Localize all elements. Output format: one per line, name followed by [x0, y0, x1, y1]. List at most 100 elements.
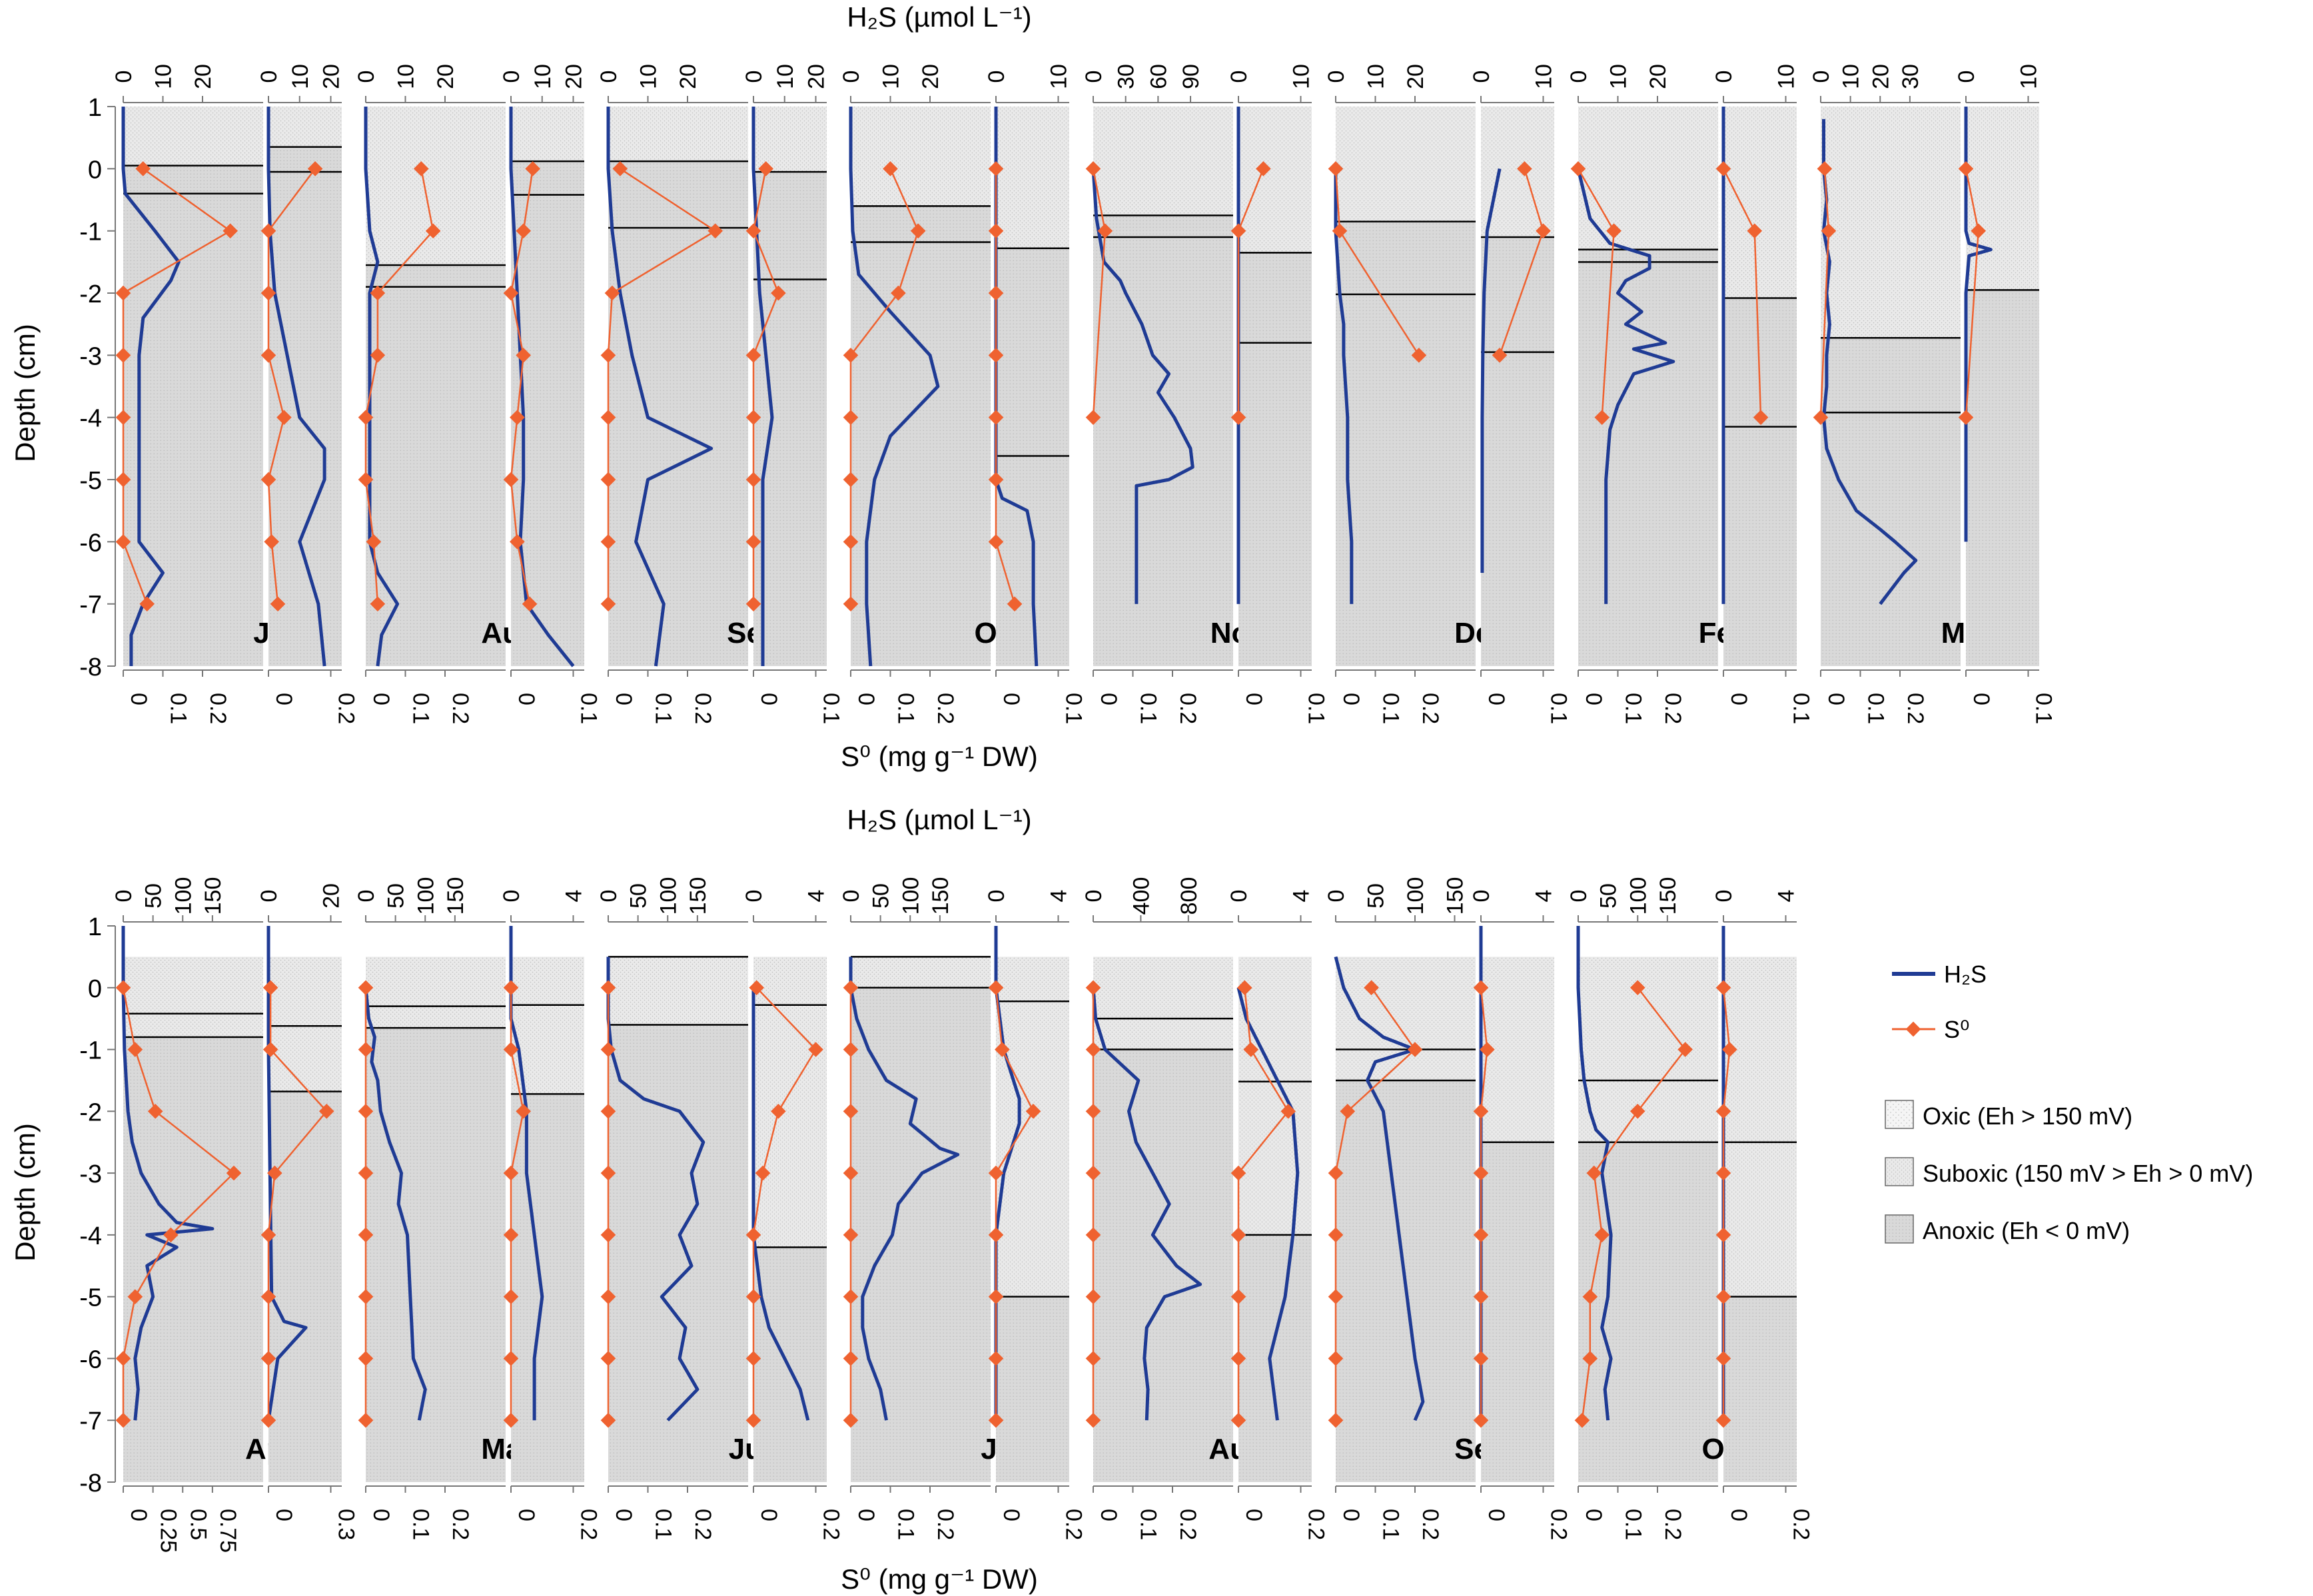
- h2s-tick-label: 10: [151, 64, 177, 89]
- h2s-tick-label: 0: [256, 890, 282, 903]
- zone-anoxic: [366, 265, 506, 287]
- s0-point: [260, 348, 276, 363]
- bottom-axis-title-row1: S⁰ (mg g⁻¹ DW): [841, 741, 1038, 772]
- depth-tick-label: -1: [79, 218, 102, 246]
- s0-point: [988, 161, 1004, 177]
- s0-series-line: [995, 987, 1035, 1421]
- h2s-tick-label: 0: [1226, 71, 1252, 83]
- zone-suboxic: [268, 957, 342, 1026]
- s0-point: [413, 161, 429, 177]
- s0-point: [1230, 410, 1246, 425]
- s0-point: [510, 534, 525, 550]
- h2s-series-line: [266, 926, 308, 1421]
- panel-companion-7: 0 4 0 0.2: [984, 890, 1087, 1541]
- h2s-series-line: [1480, 168, 1502, 573]
- s0-tick-label: 0: [126, 1509, 151, 1521]
- s0-tick-label: 0: [514, 693, 539, 705]
- s0-point: [988, 285, 1004, 301]
- zone-suboxic: [1723, 107, 1797, 298]
- s0-point: [366, 534, 382, 550]
- depth-tick-label: -7: [79, 592, 102, 619]
- s0-point: [1411, 348, 1427, 363]
- zone-anoxic: [608, 161, 748, 228]
- s0-tick-label: 0: [611, 1509, 636, 1521]
- s0-tick-label: 0.2: [933, 1509, 958, 1540]
- h2s-tick-label: 60: [1146, 64, 1171, 89]
- h2s-series-line: [1091, 987, 1202, 1421]
- h2s-tick-label: 400: [1129, 877, 1154, 915]
- s0-point: [988, 348, 1004, 363]
- s0-point: [522, 596, 538, 612]
- s0-point: [745, 410, 761, 425]
- h2s-series-line: [606, 107, 713, 667]
- s0-point: [1594, 410, 1610, 425]
- s0-tick-label: 0: [999, 693, 1024, 705]
- zone-anoxic: [1723, 1296, 1797, 1482]
- s0-point: [1328, 1412, 1344, 1428]
- zone-suboxic: [1336, 107, 1476, 222]
- h2s-tick-label: 0: [839, 890, 864, 903]
- s0-point: [370, 347, 386, 363]
- h2s-tick-label: 10: [1606, 64, 1631, 89]
- s0-tick-label: 0.1: [1621, 1509, 1646, 1540]
- panel-companion-9: 0 10 0 0.1: [1226, 64, 1329, 724]
- h2s-tick-label: 0: [499, 890, 524, 903]
- h2s-tick-label: 30: [1898, 64, 1923, 89]
- h2s-tick-label: 50: [869, 883, 894, 909]
- zone-anoxic: [268, 147, 342, 172]
- h2s-tick-label: 100: [1403, 877, 1428, 915]
- s0-tick-label: 0: [271, 693, 296, 705]
- h2s-series-line: [364, 987, 427, 1421]
- s0-point: [988, 534, 1004, 550]
- zone-anoxic: [1481, 237, 1554, 352]
- zone-suboxic: [608, 957, 748, 1025]
- s0-point: [1570, 161, 1586, 177]
- s0-point: [1473, 1412, 1489, 1428]
- s0-point: [843, 1412, 859, 1428]
- s0-series-line: [752, 987, 817, 1421]
- zone-anoxic: [123, 193, 263, 667]
- depth-tick-label: 0: [88, 975, 102, 1003]
- zone-anoxic: [1481, 352, 1554, 666]
- h2s-series-line: [1334, 956, 1425, 1421]
- s0-point: [749, 980, 765, 996]
- zone-suboxic: [1966, 107, 2039, 290]
- s0-point: [600, 348, 616, 363]
- s0-point: [223, 223, 238, 238]
- s0-tick-label: 0.2: [1304, 1509, 1329, 1540]
- panel-companion-1: 0 10 20 0 0.2: [256, 64, 359, 724]
- s0-series-line: [607, 168, 717, 604]
- s0-point: [988, 410, 1004, 425]
- zone-suboxic: [1093, 1018, 1233, 1050]
- depth-tick-label: -8: [79, 1469, 102, 1497]
- s0-tick-label: 0.2: [1418, 1509, 1443, 1540]
- h2s-tick-label: 0: [984, 71, 1009, 83]
- s0-point: [988, 1289, 1004, 1304]
- s0-point: [510, 410, 525, 425]
- panel-companion-1: 0 20 0 0.3: [256, 883, 359, 1540]
- legend-oxic-label: Oxic (Eh > 150 mV): [1923, 1102, 2132, 1130]
- s0-point: [600, 534, 616, 550]
- panel-companion-13: 0 10 0 0.1: [1711, 64, 1814, 724]
- h2s-tick-label: 100: [1625, 877, 1651, 915]
- legend-anoxic-label: Anoxic (Eh < 0 mV): [1923, 1217, 2130, 1244]
- s0-tick-label: 0.2: [1175, 1509, 1200, 1540]
- h2s-tick-label: 50: [1596, 883, 1621, 909]
- h2s-tick-label: 150: [1443, 877, 1468, 915]
- s0-point: [771, 285, 786, 301]
- s0-point: [995, 1042, 1010, 1057]
- panel-companion-5: 0 4 0 0.2: [741, 890, 844, 1541]
- s0-point: [600, 472, 616, 488]
- zone-suboxic: [1336, 1049, 1476, 1080]
- s0-tick-label: 0.2: [1660, 693, 1685, 724]
- h2s-tick-label: 0: [984, 890, 1009, 903]
- legend-oxic-swatch: [1885, 1100, 1914, 1129]
- zone-anoxic: [366, 1028, 506, 1482]
- s0-tick-label: 0.1: [1789, 693, 1814, 724]
- s0-tick-label: 0.1: [893, 1509, 919, 1540]
- zone-anoxic: [851, 206, 991, 242]
- zone-anoxic: [608, 1024, 748, 1482]
- s0-point: [1574, 1412, 1590, 1428]
